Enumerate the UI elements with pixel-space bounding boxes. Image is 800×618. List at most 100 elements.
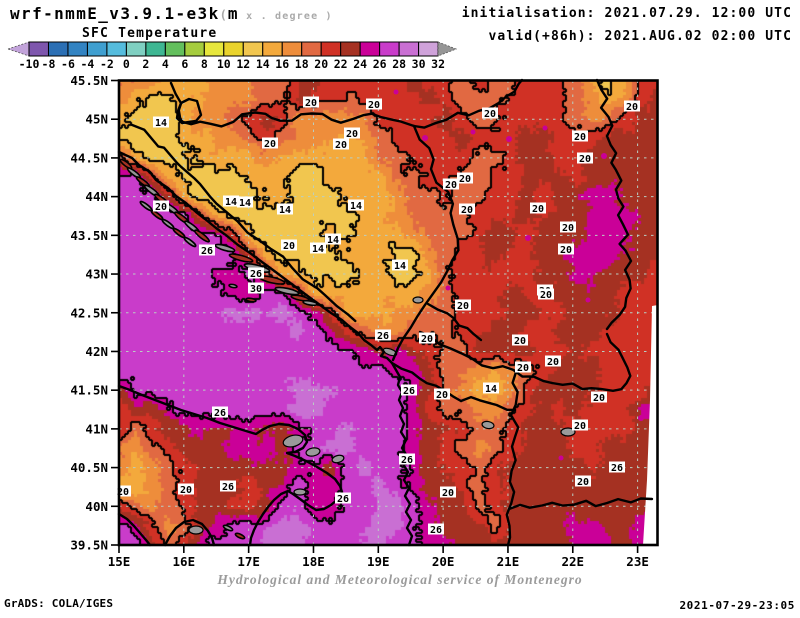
contour-label: 26 — [201, 246, 213, 257]
y-axis-label: 40.5N — [70, 460, 108, 475]
colorbar-tick-label: 12 — [236, 57, 250, 71]
contour-label-box — [310, 242, 326, 254]
field-title: SFC Temperature — [82, 26, 218, 41]
contour-label-box — [303, 96, 319, 108]
terrain-blob — [412, 296, 424, 304]
x-axis-label: 20E — [432, 554, 455, 569]
contour-label-box — [375, 329, 391, 341]
model-title-part: m — [227, 4, 239, 23]
island — [228, 253, 254, 263]
contour-label-box — [530, 202, 546, 214]
island — [274, 286, 300, 296]
contour-label: 14 — [485, 384, 497, 395]
contour-label: 20 — [547, 357, 559, 368]
country-border — [426, 302, 483, 342]
service-credit: Hydrological and Meteorological service … — [217, 572, 583, 587]
contour-label: 20 — [264, 139, 276, 150]
island — [183, 236, 197, 248]
contour-label-box — [333, 138, 349, 150]
colorbar-tick-label: -6 — [61, 57, 75, 71]
heat-spot — [470, 129, 476, 135]
island — [290, 294, 310, 302]
country-border — [595, 78, 633, 331]
contour-label-box — [419, 332, 435, 344]
y-axis-label: 45N — [85, 112, 108, 127]
grads-credit: GrADS: COLA/IGES — [4, 597, 114, 610]
terrain-blob — [560, 427, 576, 437]
x-axis-label: 15E — [108, 554, 131, 569]
heat-spot — [445, 285, 451, 291]
model-title-part: wrf-nmmE_v3.9.1-e3k — [10, 4, 220, 23]
contour-label-box — [220, 480, 236, 492]
contour-label-box — [538, 288, 554, 300]
terrain-blob — [282, 434, 304, 448]
contour-label: 20 — [457, 301, 469, 312]
contour-label: 20 — [626, 102, 638, 113]
contour-label-box — [443, 178, 459, 190]
terrain-blob — [305, 447, 321, 457]
contour-label: 26 — [611, 463, 623, 474]
contour-label: 20 — [514, 336, 526, 347]
y-axis-label: 45.5N — [70, 73, 108, 88]
island — [228, 283, 238, 289]
contour-label-box — [399, 453, 415, 465]
y-axis-label: 43N — [85, 267, 108, 282]
contour-label: 26 — [401, 455, 413, 466]
contour-label-box — [248, 282, 264, 294]
y-axis-label: 43.5N — [70, 228, 108, 243]
contour-label-box — [344, 127, 360, 139]
colorbar-above-arrow — [437, 41, 458, 57]
country-border — [550, 332, 632, 392]
contour-label-box — [237, 196, 253, 208]
colorbar-tick-label: 14 — [256, 57, 270, 71]
contour-label-box — [572, 419, 588, 431]
x-axis-label: 18E — [302, 554, 325, 569]
contour-label-box — [591, 391, 607, 403]
colorbar-tick-label: -10 — [19, 57, 40, 71]
colorbar-tick-label: 32 — [431, 57, 445, 71]
contour-label-box — [277, 203, 293, 215]
country-border — [505, 370, 520, 547]
contour-label-box — [483, 382, 499, 394]
colorbar-tick-label: 24 — [353, 57, 367, 71]
map-frame — [117, 79, 659, 547]
country-border — [130, 123, 357, 323]
contour-label: 20 — [540, 290, 552, 301]
contour-label: 20 — [155, 202, 167, 213]
contour-label: 20 — [346, 129, 358, 140]
island — [193, 229, 211, 243]
heat-spot — [506, 136, 512, 142]
contour-label-box — [153, 116, 169, 128]
colorbar-tick-label: 26 — [373, 57, 387, 71]
terrain-blob — [481, 420, 495, 430]
contour-label-box — [223, 195, 239, 207]
colorbar-tick-label: 6 — [181, 57, 188, 71]
contour-label-box — [560, 221, 576, 233]
country-border — [507, 497, 654, 511]
contour-label: 14 — [239, 198, 251, 209]
contour-label: 26 — [337, 494, 349, 505]
x-axis-label: 22E — [561, 554, 584, 569]
contour-label: 20 — [368, 100, 380, 111]
model-title-part: x . degree ) — [238, 11, 333, 22]
y-axis-label: 42.5N — [70, 305, 108, 320]
terrain-blob — [331, 454, 345, 464]
colorbar-tick-label: 10 — [217, 57, 231, 71]
y-axis-label: 44.5N — [70, 150, 108, 165]
heat-spot — [601, 153, 607, 159]
x-axis-label: 21E — [497, 554, 520, 569]
y-axis-label: 41.5N — [70, 383, 108, 398]
contour-label-box — [348, 199, 364, 211]
country-border — [175, 97, 203, 125]
contour-label-box — [248, 267, 264, 279]
x-axis-label: 23E — [626, 554, 649, 569]
colorbar-tick-label: 0 — [123, 57, 130, 71]
colorbar-tick-label: 18 — [295, 57, 309, 71]
country-border — [391, 124, 460, 362]
colorbar-tick-label: 30 — [412, 57, 426, 71]
contour-label-box — [455, 299, 471, 311]
contour-label-box — [577, 152, 593, 164]
x-axis-label: 16E — [173, 554, 196, 569]
y-axis-label: 39.5N — [70, 538, 108, 553]
